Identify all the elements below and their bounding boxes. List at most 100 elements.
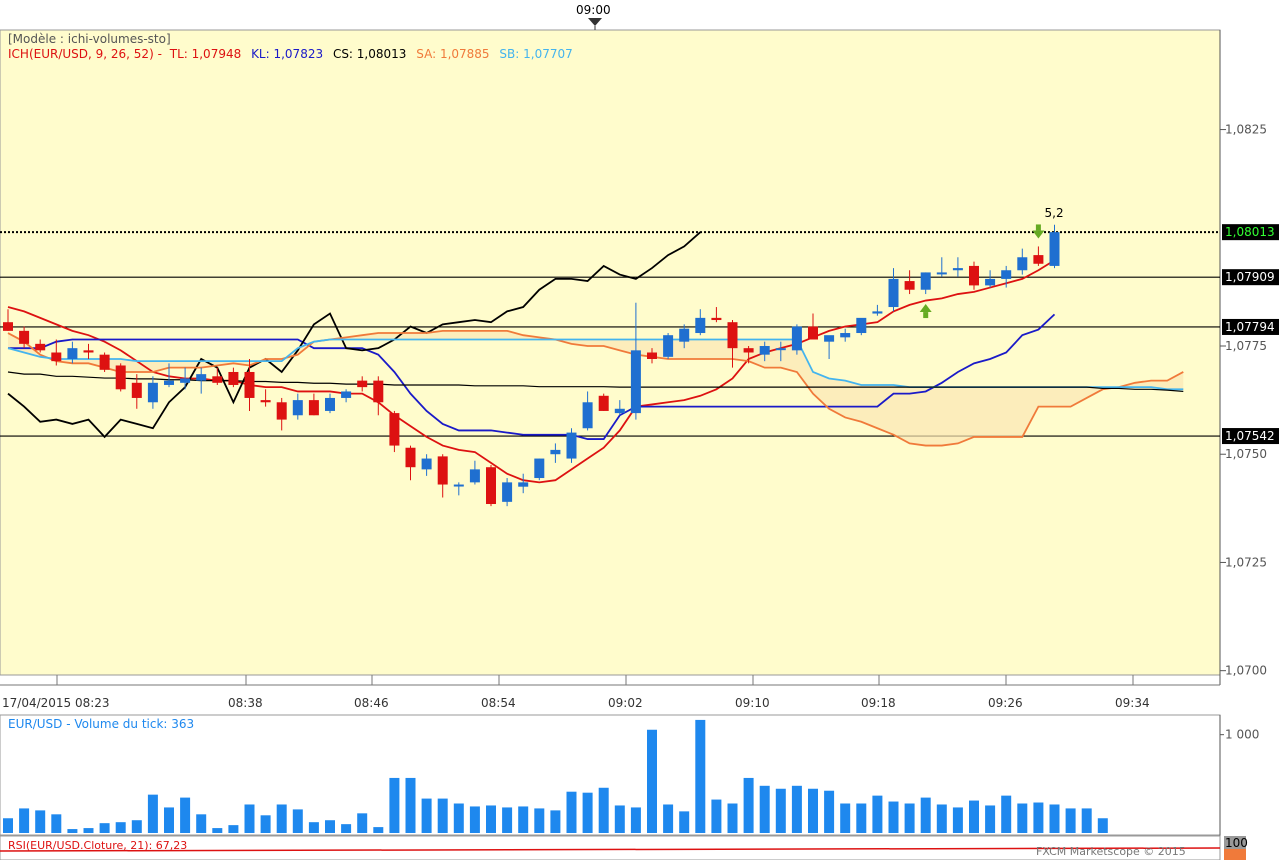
volume-bar	[147, 794, 158, 833]
candle-body	[437, 456, 448, 485]
legend-ich: ICH(EUR/USD, 9, 26, 52) -	[8, 47, 162, 61]
candle-body	[486, 467, 496, 505]
level-label-box	[1222, 318, 1279, 335]
candle-body	[872, 311, 883, 314]
candle-body	[308, 400, 319, 416]
volume-bar	[51, 814, 62, 833]
volume-bar	[405, 777, 416, 833]
volume-bar	[518, 806, 529, 833]
volume-bar	[1001, 795, 1012, 833]
volume-bar	[3, 818, 13, 833]
series-cs	[7, 231, 701, 439]
volume-bar	[598, 787, 609, 833]
candle-body	[743, 348, 754, 353]
volume-bar	[985, 805, 996, 833]
volume-bar	[373, 827, 384, 833]
volume-bar	[19, 808, 30, 833]
candle-body	[389, 413, 400, 446]
volume-bar	[952, 807, 963, 833]
candle-body	[775, 348, 786, 351]
rsi-top-label: 100	[1225, 836, 1248, 850]
ichimoku-cloud	[8, 330, 1184, 446]
series-sa	[7, 329, 1184, 447]
volume-bar	[1081, 808, 1092, 833]
arrow-up-stem	[923, 312, 929, 319]
candle-body	[630, 350, 641, 414]
y-tick-label: 1,0750	[1225, 447, 1267, 461]
candle-body	[196, 374, 207, 381]
candle-body	[614, 408, 625, 414]
candle-body	[663, 335, 674, 357]
current-time-marker-icon	[588, 18, 602, 26]
volume-bar	[83, 828, 94, 833]
volume-bar	[212, 828, 223, 833]
arrow-up-icon	[919, 304, 932, 313]
candle-body	[904, 281, 915, 290]
volume-bar	[131, 820, 142, 833]
x-tick-label: 09:10	[735, 696, 770, 710]
candle-body	[518, 482, 529, 487]
legend-model: [Modèle : ichi-volumes-sto]	[8, 32, 171, 46]
candle-body	[244, 371, 255, 398]
candle-body	[131, 382, 142, 398]
candle-body	[325, 397, 335, 411]
volume-bar	[437, 798, 448, 833]
candle-body	[276, 402, 287, 420]
candle-body	[83, 350, 94, 353]
rsi-value-box	[1224, 849, 1246, 860]
volume-bar	[888, 801, 899, 833]
candle-body	[952, 268, 963, 271]
candle-body	[1033, 255, 1044, 264]
candle-body	[405, 447, 416, 468]
candle-body	[180, 378, 191, 383]
arrow-down-stem	[1035, 224, 1041, 231]
volume-bar	[228, 825, 239, 833]
candle-body	[421, 458, 432, 470]
candle-body	[469, 469, 480, 483]
y-tick-label: 1,0700	[1225, 664, 1267, 678]
volume-bar	[421, 798, 432, 833]
candle-body	[598, 395, 609, 411]
volume-bar	[840, 803, 851, 833]
volume-bar	[679, 811, 690, 833]
candle-body	[727, 322, 738, 349]
volume-bar	[341, 824, 352, 833]
candle-body	[888, 278, 899, 308]
candle-body	[19, 330, 30, 344]
volume-bar	[614, 805, 625, 833]
top-time-label: 09:00	[576, 3, 611, 17]
candle-body	[582, 402, 593, 429]
candle-body	[856, 317, 867, 334]
copyright: FXCM Marketscope © 2015	[1036, 845, 1186, 858]
candle-body	[51, 352, 62, 362]
volume-bar	[115, 822, 126, 833]
candle-body	[679, 328, 690, 342]
candle-body	[212, 376, 223, 383]
candle-body	[550, 449, 561, 455]
price-axis-strip	[1220, 30, 1279, 685]
x-tick-label: 17/04/2015 08:23	[2, 696, 110, 710]
candle-body	[67, 348, 78, 359]
volume-bar	[550, 810, 561, 833]
volume-bar	[727, 803, 738, 833]
candle-body	[228, 371, 239, 385]
level-label: 1,07542	[1225, 429, 1275, 443]
candle-body	[840, 333, 851, 338]
candle-body	[711, 317, 722, 321]
volume-bar	[695, 719, 706, 833]
volume-bar	[292, 809, 303, 833]
x-tick-label: 09:18	[861, 696, 896, 710]
candle-body	[824, 335, 835, 342]
candle-body	[3, 322, 13, 331]
volume-bar	[1065, 808, 1076, 833]
y-tick-label: 1,0725	[1225, 555, 1267, 569]
volume-bar	[469, 806, 480, 833]
volume-bar	[824, 790, 835, 833]
volume-bar	[969, 800, 979, 833]
x-tick-label: 09:34	[1115, 696, 1150, 710]
volume-bar	[196, 814, 207, 833]
volume-bar	[808, 788, 818, 833]
candle-body	[341, 391, 352, 398]
series-kl	[8, 313, 1056, 440]
volume-bar	[486, 805, 496, 833]
